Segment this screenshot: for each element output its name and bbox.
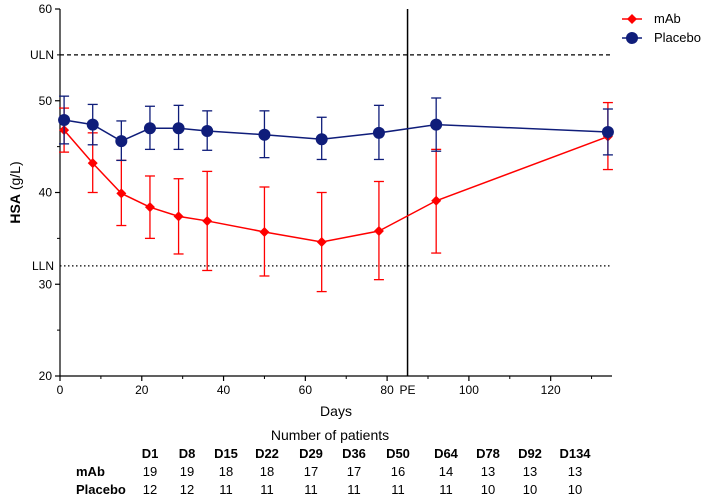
table-row-label: mAb [76, 464, 105, 479]
table-cell: 18 [260, 464, 274, 479]
y-tick-label: 50 [39, 94, 53, 108]
legend-label-mab: mAb [654, 11, 681, 26]
series [58, 95, 614, 293]
table-column-header: D92 [518, 446, 542, 461]
data-point-mab [259, 226, 270, 237]
pe-marker-label: PE [400, 383, 416, 397]
table-cell: 11 [439, 482, 453, 497]
data-point-mab [316, 237, 327, 248]
data-point-mab [202, 215, 213, 226]
table-column-header: D8 [179, 446, 196, 461]
table-row-label: Placebo [76, 482, 126, 497]
table-cell: 10 [568, 482, 582, 497]
x-tick-label: 40 [217, 383, 231, 397]
data-point-placebo [430, 118, 443, 131]
reference-lines: ULN LLN [30, 48, 612, 273]
data-point-placebo [172, 122, 185, 135]
data-point-mab [87, 158, 98, 169]
table-cell: 10 [481, 482, 495, 497]
table-column-header: D29 [299, 446, 323, 461]
table-cell: 18 [219, 464, 233, 479]
x-tick-label: 120 [541, 383, 561, 397]
table-cell: 19 [143, 464, 157, 479]
data-point-mab [431, 195, 442, 206]
series-mab [59, 101, 613, 293]
legend-marker-placebo [626, 32, 638, 44]
y-axis-title: HSA (g/L) [7, 161, 23, 223]
data-point-placebo [143, 122, 156, 135]
table-cell: 13 [523, 464, 537, 479]
table-cell: 12 [143, 482, 157, 497]
table-column-header: D36 [342, 446, 366, 461]
data-point-placebo [315, 133, 328, 146]
table-cell: 10 [523, 482, 537, 497]
table-cell: 19 [180, 464, 194, 479]
x-tick-label: 0 [57, 383, 64, 397]
data-point-placebo [601, 125, 614, 138]
data-point-mab [173, 211, 184, 222]
data-point-placebo [372, 126, 385, 139]
legend-label-placebo: Placebo [654, 30, 701, 45]
table-column-header: D134 [559, 446, 591, 461]
reference-label-lln: LLN [32, 259, 54, 273]
data-point-mab [144, 202, 155, 213]
data-point-placebo [258, 128, 271, 141]
reference-label-uln: ULN [30, 48, 54, 62]
table-column-header: D15 [214, 446, 238, 461]
x-tick-label: 60 [299, 383, 313, 397]
table-column-header: D78 [476, 446, 500, 461]
patients-table: Number of patients D1 D8 D15 D22 D29 D36 D50 D64… [76, 427, 591, 497]
x-tick-label: 100 [459, 383, 479, 397]
y-tick-label: 30 [39, 277, 53, 291]
y-tick-label: 60 [39, 2, 53, 16]
data-point-mab [373, 226, 384, 237]
x-axis-title: Days [320, 403, 352, 419]
table-cell: 13 [481, 464, 495, 479]
table-cell: 12 [180, 482, 194, 497]
table-cell: 11 [219, 482, 233, 497]
table-cell: 14 [439, 464, 453, 479]
table-cell: 17 [304, 464, 318, 479]
data-point-placebo [86, 118, 99, 131]
x-tick-label: 20 [135, 383, 149, 397]
x-tick-label: 80 [380, 383, 394, 397]
table-cell: 17 [347, 464, 361, 479]
table-cell: 16 [391, 464, 405, 479]
series-placebo [58, 95, 614, 162]
axes: 20 30 40 50 60 0 20 40 60 80 100 120 PE Days HSA (g/L) [7, 2, 612, 419]
table-column-header: D64 [434, 446, 459, 461]
data-point-placebo [58, 114, 71, 127]
data-point-placebo [115, 135, 128, 148]
legend: mAb Placebo [622, 11, 701, 45]
table-cell: 13 [568, 464, 582, 479]
series-line-mab [63, 129, 609, 243]
legend-marker-mab [627, 14, 637, 24]
table-cell: 11 [391, 482, 405, 497]
table-cell: 11 [304, 482, 318, 497]
y-tick-label: 20 [39, 369, 53, 383]
table-cell: 11 [260, 482, 274, 497]
table-cell: 11 [347, 482, 361, 497]
table-column-header: D22 [255, 446, 279, 461]
table-column-header: D1 [142, 446, 159, 461]
table-title: Number of patients [271, 427, 389, 443]
table-column-header: D50 [386, 446, 410, 461]
y-tick-label: 40 [39, 186, 53, 200]
data-point-placebo [201, 125, 214, 138]
data-point-mab [116, 188, 127, 199]
